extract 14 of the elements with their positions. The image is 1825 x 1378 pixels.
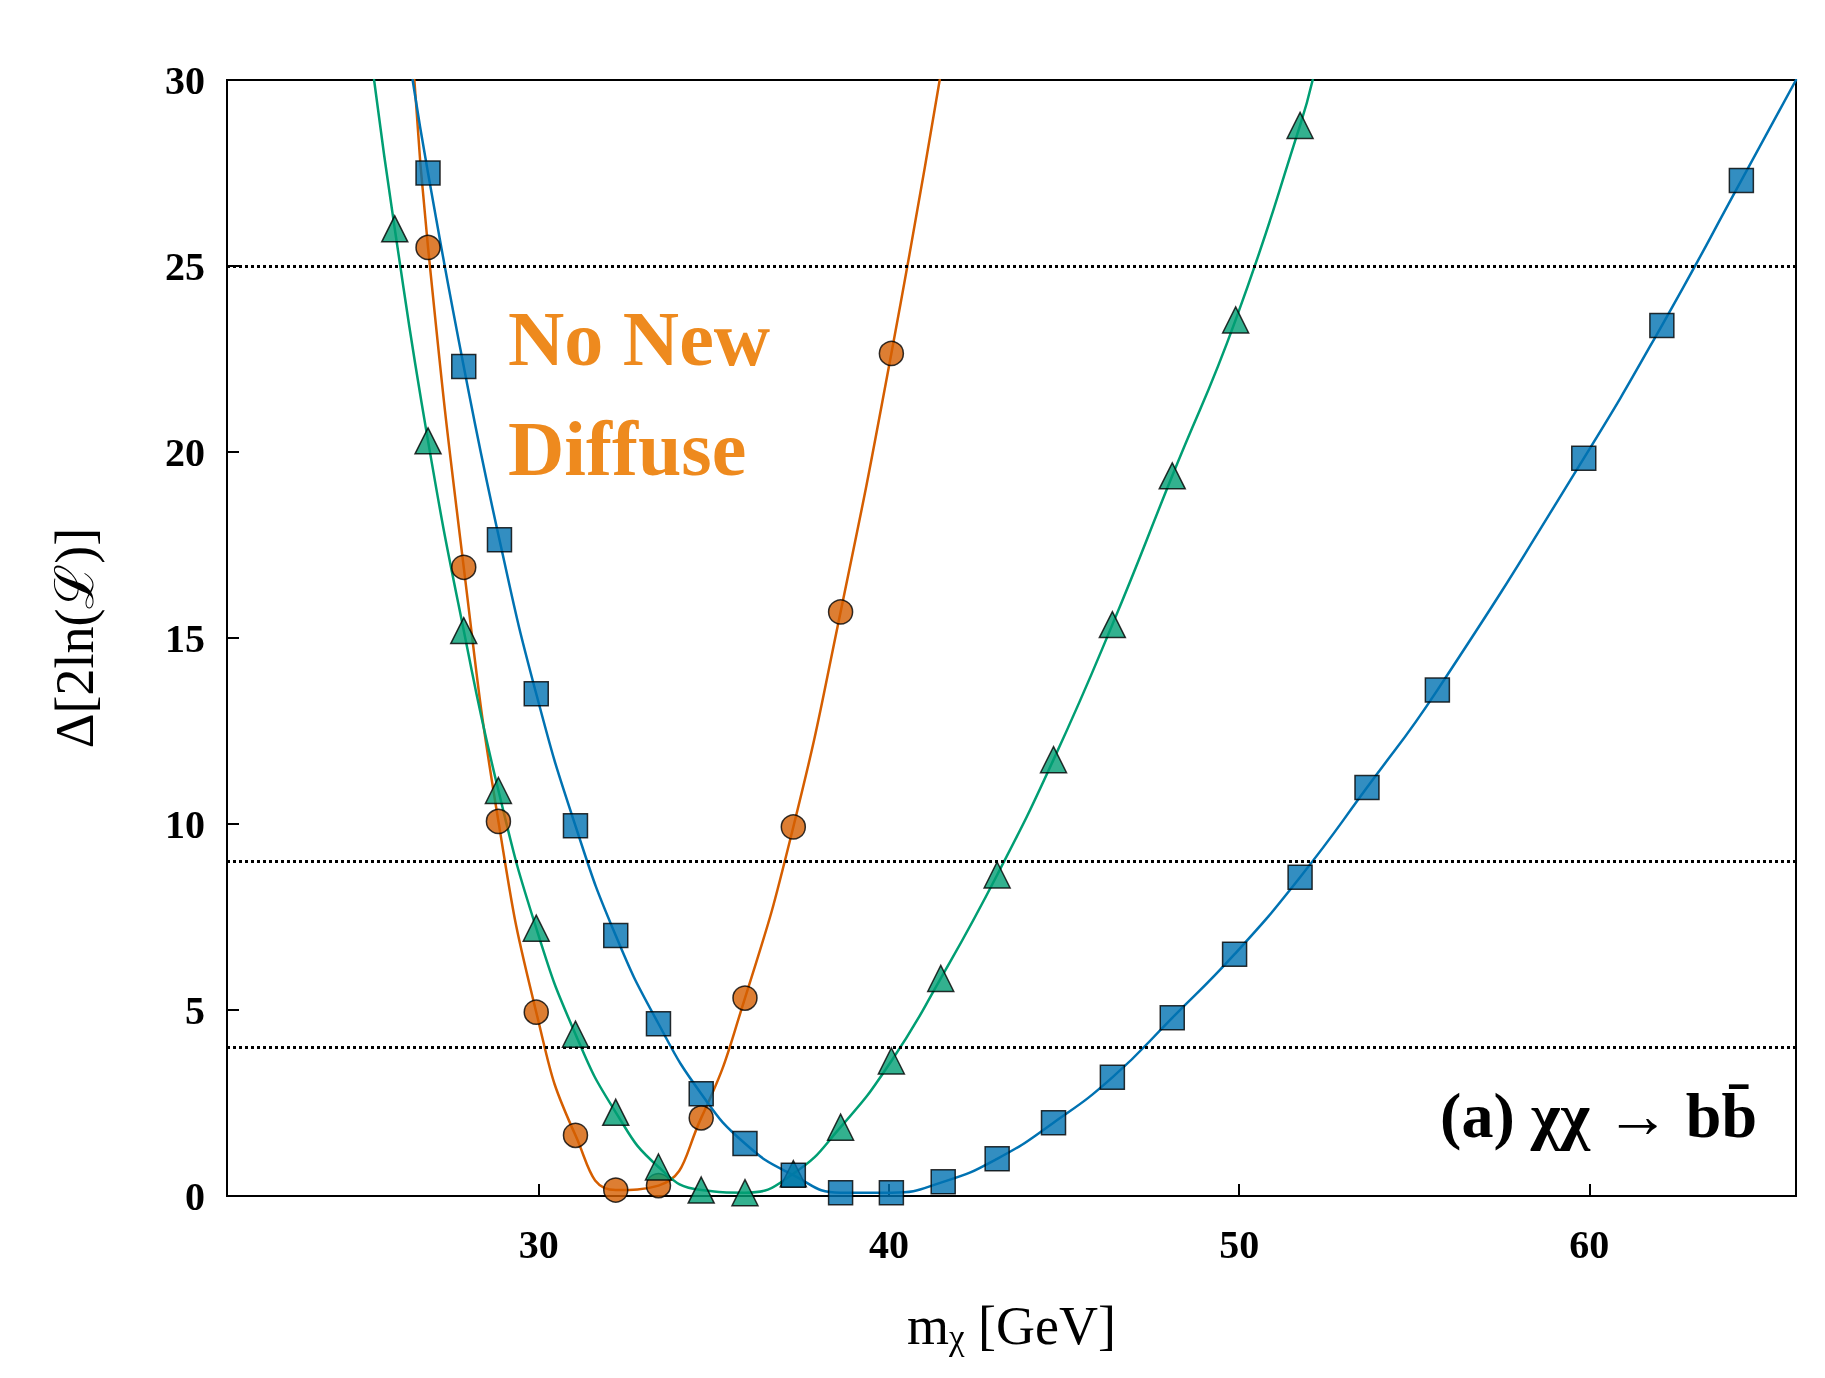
x-tick-label: 60 (1569, 1221, 1610, 1267)
x-tick-label: 40 (868, 1221, 909, 1267)
y-tick-label: 15 (165, 615, 205, 661)
y-axis-title: Δ[2ln(ℒ)] (45, 527, 105, 749)
annotation: No New Diffuse (508, 294, 771, 492)
y-tick-label: 0 (185, 1173, 205, 1219)
annotation: (a) χχ → bb̄ (1440, 1079, 1757, 1151)
y-tick-label: 20 (165, 429, 205, 475)
y-tick-label: 30 (165, 57, 205, 103)
y-tick-label: 25 (165, 243, 205, 289)
y-tick-label: 10 (165, 801, 205, 847)
x-tick-label: 30 (518, 1221, 559, 1267)
y-tick-label: 5 (185, 987, 205, 1033)
x-tick-label: 50 (1219, 1221, 1260, 1267)
